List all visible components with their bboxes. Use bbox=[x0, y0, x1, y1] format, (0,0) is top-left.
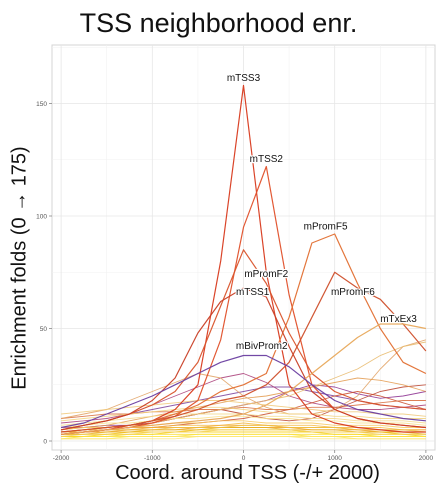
series-line bbox=[60, 287, 426, 431]
series-line bbox=[61, 373, 426, 424]
y-tick-label: 50 bbox=[40, 326, 48, 333]
series-label: mPromF5 bbox=[304, 222, 348, 233]
series-label: mPromF6 bbox=[331, 287, 375, 298]
series-labels: mTSS3 mTSS2 mPromF5 mPromF2 mPromF6 mTSS1 mTxE… bbox=[226, 72, 419, 353]
x-tick-label: 2000 bbox=[419, 455, 434, 462]
y-tick-label: 100 bbox=[36, 213, 47, 220]
series-line bbox=[61, 433, 426, 440]
series-line bbox=[61, 427, 426, 435]
y-tick-label: 150 bbox=[36, 101, 47, 108]
series-label: mBivProm2 bbox=[236, 341, 288, 352]
series-line bbox=[61, 436, 426, 440]
series-label: mTSS3 bbox=[227, 73, 261, 84]
series-label: mTSS1 bbox=[236, 287, 270, 298]
series-line bbox=[61, 415, 426, 428]
series-line bbox=[61, 406, 426, 422]
x-tick-label: 1000 bbox=[327, 455, 342, 462]
x-tick-label: -2000 bbox=[53, 455, 70, 462]
series-label: mTSS2 bbox=[250, 154, 284, 165]
x-axis-label: Coord. around TSS (-/+ 2000) bbox=[115, 462, 380, 484]
series-label: mTxEx3 bbox=[380, 314, 417, 325]
series-lines bbox=[60, 84, 427, 440]
series-line bbox=[61, 400, 426, 419]
axis-ticks: -2000 -1000 0 1000 2000 0 50 100 150 bbox=[36, 101, 433, 462]
series-line bbox=[60, 354, 426, 429]
series-line bbox=[61, 424, 426, 433]
x-tick-label: -1000 bbox=[144, 455, 161, 462]
series-line bbox=[61, 377, 427, 431]
series-line bbox=[61, 84, 426, 435]
y-tick-label: 0 bbox=[43, 438, 47, 445]
x-tick-label: 0 bbox=[242, 455, 246, 462]
series-line bbox=[61, 323, 427, 435]
grid bbox=[51, 44, 436, 451]
series-line bbox=[61, 429, 426, 437]
chart-title: TSS neighborhood enr. bbox=[79, 8, 358, 38]
series-label: mPromF2 bbox=[244, 269, 288, 280]
series-line bbox=[61, 271, 427, 433]
